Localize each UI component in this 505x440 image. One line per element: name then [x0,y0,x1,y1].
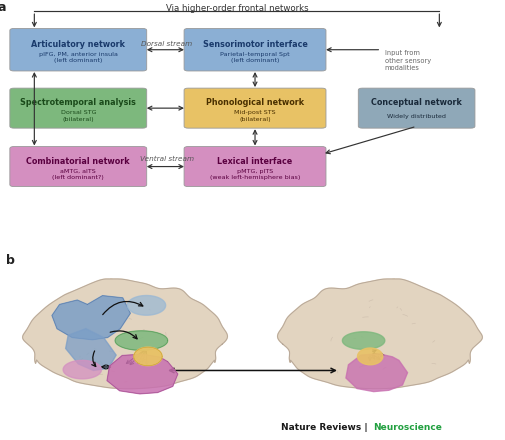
FancyArrowPatch shape [437,14,441,26]
FancyBboxPatch shape [184,147,326,187]
FancyArrowPatch shape [92,351,96,367]
FancyBboxPatch shape [184,88,326,128]
FancyArrowPatch shape [253,130,257,144]
Polygon shape [346,354,408,392]
FancyArrowPatch shape [148,48,183,51]
Text: Nature Reviews |: Nature Reviews | [281,423,371,432]
FancyArrowPatch shape [148,165,183,169]
Polygon shape [115,331,168,350]
FancyArrowPatch shape [103,301,143,315]
Text: b: b [6,254,15,268]
Text: Combinatorial network: Combinatorial network [26,157,130,165]
FancyArrowPatch shape [32,73,36,144]
Text: Via higher-order frontal networks: Via higher-order frontal networks [166,4,309,13]
Polygon shape [134,347,162,366]
Text: aMTG, aITS
(left dominant?): aMTG, aITS (left dominant?) [53,169,104,180]
FancyBboxPatch shape [10,88,147,128]
Text: pIFG, PM, anterior insula
(left dominant): pIFG, PM, anterior insula (left dominant… [39,52,118,63]
Polygon shape [66,329,116,370]
Text: pMTG, pITS
(weak left-hemisphere bias): pMTG, pITS (weak left-hemisphere bias) [210,169,300,180]
Polygon shape [342,332,385,349]
Text: Sensorimotor interface: Sensorimotor interface [203,40,308,49]
FancyArrowPatch shape [148,106,183,110]
Text: a: a [0,1,6,14]
Polygon shape [63,360,102,379]
Text: Widely distributed: Widely distributed [387,114,446,119]
Text: Phonological network: Phonological network [206,98,304,107]
Text: Mid-post STS
(bilateral): Mid-post STS (bilateral) [234,110,276,122]
FancyArrowPatch shape [110,331,137,339]
FancyBboxPatch shape [184,29,326,71]
Polygon shape [107,354,178,394]
FancyBboxPatch shape [10,147,147,187]
Text: Articulatory network: Articulatory network [31,40,125,49]
FancyArrowPatch shape [253,73,257,86]
Text: Lexical interface: Lexical interface [217,157,293,165]
Text: Parietal–temporal Spt
(left dominant): Parietal–temporal Spt (left dominant) [220,52,290,63]
FancyBboxPatch shape [358,88,475,128]
FancyArrowPatch shape [327,48,379,51]
Text: Conceptual network: Conceptual network [371,98,462,107]
Text: Ventral stream: Ventral stream [139,156,194,162]
Polygon shape [358,348,383,365]
Polygon shape [278,279,482,389]
Text: Spectrotemporal analysis: Spectrotemporal analysis [20,98,136,107]
FancyArrowPatch shape [326,127,414,154]
Polygon shape [127,296,166,315]
Text: Dorsal stream: Dorsal stream [141,40,192,47]
FancyBboxPatch shape [10,29,147,71]
FancyArrowPatch shape [32,14,36,26]
Polygon shape [52,296,130,340]
Text: Dorsal STG
(bilateral): Dorsal STG (bilateral) [61,110,96,122]
Text: Input from
other sensory
modalities: Input from other sensory modalities [385,51,431,71]
Polygon shape [23,279,227,389]
Text: Neuroscience: Neuroscience [373,423,441,432]
